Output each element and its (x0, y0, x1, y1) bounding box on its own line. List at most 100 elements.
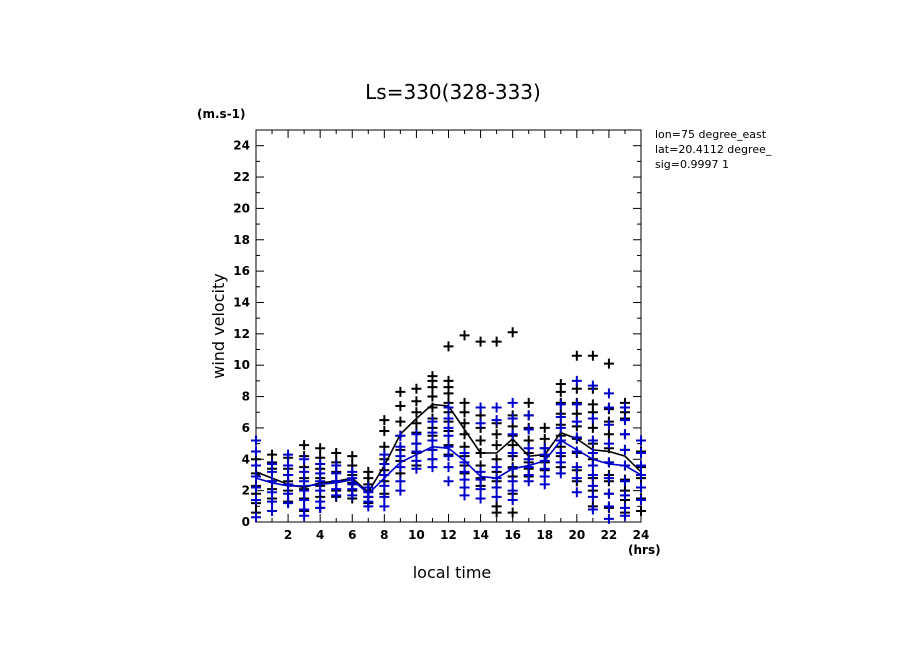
blue-data-point (491, 402, 502, 413)
blue-data-point (555, 399, 566, 410)
blue-data-point (587, 448, 598, 459)
blue-data-point (283, 460, 294, 471)
blue-data-point (619, 444, 630, 455)
blue-data-point (555, 422, 566, 433)
blue-data-point (379, 480, 390, 491)
black-data-point (571, 350, 582, 361)
blue-data-point (523, 443, 534, 454)
blue-data-point (379, 449, 390, 460)
blue-data-point (395, 476, 406, 487)
blue-data-point (299, 485, 310, 496)
blue-data-point (587, 380, 598, 391)
blue-data-point (443, 413, 454, 424)
y-tick-label: 10 (233, 358, 250, 372)
black-data-point (299, 440, 310, 451)
black-data-point (636, 506, 646, 517)
info-lon: lon=75 degree_east (655, 128, 767, 141)
blue-data-point (571, 473, 582, 484)
blue-data-point (331, 490, 342, 501)
black-data-point (379, 426, 390, 437)
blue-data-point (619, 415, 630, 426)
blue-data-point (619, 476, 630, 487)
blue-data-point (603, 419, 614, 430)
blue-data-point (315, 485, 326, 496)
x-unit-label: (hrs) (628, 543, 661, 557)
blue-data-point (507, 495, 518, 506)
blue-data-point (619, 429, 630, 440)
y-tick-label: 12 (233, 327, 250, 341)
blue-data-point (315, 502, 326, 513)
blue-data-point (267, 466, 278, 477)
blue-data-point (315, 458, 326, 469)
blue-data-point (283, 469, 294, 480)
black-data-point (267, 449, 278, 460)
x-tick-label: 18 (536, 528, 553, 542)
blue-data-point (603, 513, 614, 524)
blue-data-point (587, 435, 598, 446)
black-data-point (395, 416, 406, 427)
blue-data-point (427, 416, 438, 427)
blue-data-point (443, 441, 454, 452)
blue-data-point (507, 448, 518, 459)
blue-data-point (299, 510, 310, 521)
blue-data-point (251, 435, 261, 446)
black-data-point (475, 435, 486, 446)
x-tick-label: 16 (504, 528, 521, 542)
black-data-point (459, 330, 470, 341)
black-data-point (603, 358, 614, 369)
blue-data-point (507, 485, 518, 496)
black-data-point (491, 507, 502, 518)
x-tick-label: 2 (284, 528, 292, 542)
x-tick-label: 8 (380, 528, 388, 542)
black-data-point (411, 396, 422, 407)
black-data-point (475, 336, 486, 347)
blue-data-point (283, 498, 294, 509)
black-data-point (427, 382, 438, 393)
blue-data-point (251, 471, 261, 482)
black-data-point (587, 350, 598, 361)
black-data-point (411, 407, 422, 418)
blue-data-point (283, 488, 294, 499)
black-data-point (395, 386, 406, 397)
blue-data-point (427, 462, 438, 473)
blue-data-point (443, 451, 454, 462)
x-tick-label: 22 (601, 528, 618, 542)
x-tick-label: 14 (472, 528, 489, 542)
blue-data-point (251, 446, 261, 457)
blue-data-point (459, 448, 470, 459)
blue-data-point (571, 462, 582, 473)
black-data-point (507, 507, 518, 518)
blue-data-point (555, 411, 566, 422)
black-data-point (507, 327, 518, 338)
blue-data-point (491, 491, 502, 502)
y-tick-label: 6 (242, 421, 250, 435)
blue-data-point (491, 415, 502, 426)
blue-data-point (475, 418, 486, 429)
blue-data-point (603, 402, 614, 413)
blue-data-point (411, 463, 422, 474)
blue-data-point (507, 429, 518, 440)
blue-data-point (603, 438, 614, 449)
blue-data-point (571, 375, 582, 386)
black-data-point (523, 397, 534, 408)
blue-data-point (507, 476, 518, 487)
y-tick-label: 16 (233, 264, 250, 278)
blue-data-point (491, 482, 502, 493)
blue-data-point (299, 495, 310, 506)
blue-data-point (459, 490, 470, 501)
blue-data-point (443, 430, 454, 441)
blue-data-point (523, 476, 534, 487)
blue-data-point (299, 454, 310, 465)
blue-data-point (587, 460, 598, 471)
blue-data-point (636, 460, 646, 471)
blue-data-point (395, 430, 406, 441)
blue-data-point (587, 413, 598, 424)
blue-data-point (619, 510, 630, 521)
blue-data-point (507, 397, 518, 408)
blue-data-point (571, 487, 582, 498)
y-tick-label: 0 (242, 515, 250, 529)
blue-data-point (636, 482, 646, 493)
black-data-point (411, 418, 422, 429)
blue-data-point (636, 495, 646, 506)
